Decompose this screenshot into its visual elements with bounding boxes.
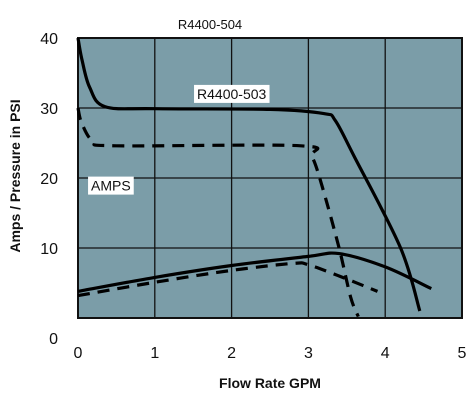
- amps-curve-dashed: [77, 261, 379, 298]
- chart-title: R4400-504: [178, 17, 242, 32]
- y-axis-title: Amps / Pressure in PSI: [7, 99, 23, 252]
- label-box: [194, 84, 270, 103]
- y-tick-label: 20: [40, 171, 58, 188]
- pressure-curve-solid: [76, 37, 422, 312]
- x-tick-label: 3: [304, 345, 313, 362]
- x-axis-ticks: 0 1 2 3 4 5: [74, 345, 467, 362]
- y-axis-ticks: 0 10 20 30 40: [40, 31, 58, 348]
- series-label-text: AMPS: [91, 178, 131, 194]
- data-series: [76, 37, 432, 318]
- y-tick-label: 40: [40, 31, 58, 48]
- x-tick-label: 1: [150, 345, 159, 362]
- amps-curve-solid: [77, 251, 432, 293]
- label-box: [88, 176, 134, 195]
- x-axis-title: Flow Rate GPM: [219, 375, 321, 391]
- x-tick-label: 0: [74, 345, 83, 362]
- series-label-1: AMPS: [88, 176, 134, 195]
- pressure-curve-dashed: [76, 107, 360, 318]
- series-annotations: R4400-503 AMPS: [88, 84, 270, 195]
- y-tick-label: 0: [49, 331, 58, 348]
- plot-border: [77, 37, 463, 319]
- series-label-text: R4400-503: [197, 86, 266, 102]
- x-tick-label: 2: [227, 345, 236, 362]
- series-label-0: R4400-503: [194, 84, 270, 103]
- y-tick-label: 10: [40, 241, 58, 258]
- y-tick-label: 30: [40, 101, 58, 118]
- x-tick-label: 5: [458, 345, 467, 362]
- x-tick-label: 4: [381, 345, 390, 362]
